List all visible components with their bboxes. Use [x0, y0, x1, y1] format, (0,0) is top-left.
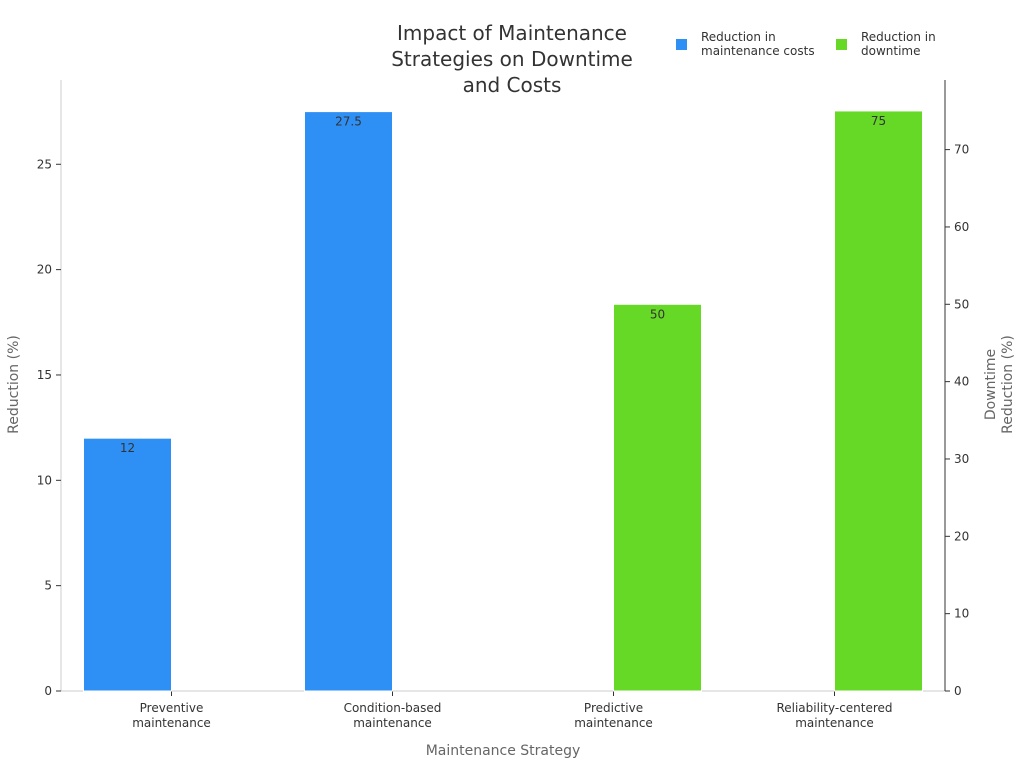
- x-axis-tick-label: Condition-based: [344, 701, 442, 715]
- right-axis-tick-label: 60: [954, 220, 969, 234]
- legend-swatch-downtime: [836, 39, 847, 50]
- left-axis-tick-label: 10: [37, 473, 52, 487]
- x-axis-tick-label: maintenance: [574, 716, 653, 730]
- x-axis-tick-label: maintenance: [132, 716, 211, 730]
- x-axis-tick-label: maintenance: [795, 716, 874, 730]
- legend-label-line: Reduction in: [701, 30, 776, 44]
- bar-value-label: 50: [650, 307, 665, 321]
- left-axis-tick-label: 5: [44, 579, 52, 593]
- left-axis-title: Reduction (%): [6, 335, 22, 434]
- right-axis-tick-label: 30: [954, 452, 969, 466]
- right-axis-title: Reduction (%): [1000, 335, 1016, 434]
- legend-label-downtime: Reduction in downtime: [861, 30, 981, 58]
- right-axis-tick-label: 50: [954, 297, 969, 311]
- x-axis-title: Maintenance Strategy: [426, 743, 581, 759]
- right-axis-tick-label: 70: [954, 143, 969, 157]
- legend-swatch-costs: [676, 39, 687, 50]
- right-axis-tick-label: 0: [954, 684, 962, 698]
- bar-value-label: 75: [871, 114, 886, 128]
- right-axis-tick-label: 10: [954, 607, 969, 621]
- right-axis-tick-label: 40: [954, 375, 969, 389]
- legend-label-costs: Reduction in maintenance costs: [701, 30, 821, 58]
- legend-item-downtime[interactable]: Reduction in downtime: [836, 30, 996, 58]
- legend-label-line: downtime: [861, 44, 921, 58]
- x-axis-tick-label: Preventive: [140, 701, 204, 715]
- bar: [834, 110, 923, 692]
- right-axis-title: Downtime: [983, 349, 999, 420]
- bar: [613, 303, 702, 692]
- chart-title-line: Strategies on Downtime: [391, 47, 633, 71]
- bar-value-label: 27.5: [335, 115, 362, 129]
- chart-title: Impact of Maintenance Strategies on Down…: [372, 20, 652, 98]
- x-axis-tick-label: maintenance: [353, 716, 432, 730]
- left-axis-tick-label: 15: [37, 368, 52, 382]
- legend-label-line: Reduction in: [861, 30, 936, 44]
- legend-item-costs[interactable]: Reduction in maintenance costs: [676, 30, 836, 58]
- bar: [304, 111, 393, 692]
- left-axis-tick-label: 20: [37, 263, 52, 277]
- chart-title-line: and Costs: [462, 73, 562, 97]
- left-axis-tick-label: 25: [37, 157, 52, 171]
- bar-value-label: 12: [120, 441, 135, 455]
- left-axis-tick-label: 0: [44, 684, 52, 698]
- right-axis-tick-label: 20: [954, 529, 969, 543]
- chart-legend: Reduction in maintenance costs Reduction…: [676, 30, 996, 58]
- x-axis-tick-label: Reliability-centered: [776, 701, 892, 715]
- chart-title-line: Impact of Maintenance: [397, 21, 627, 45]
- bar: [83, 437, 172, 692]
- legend-label-line: maintenance costs: [701, 44, 815, 58]
- x-axis-tick-label: Predictive: [584, 701, 643, 715]
